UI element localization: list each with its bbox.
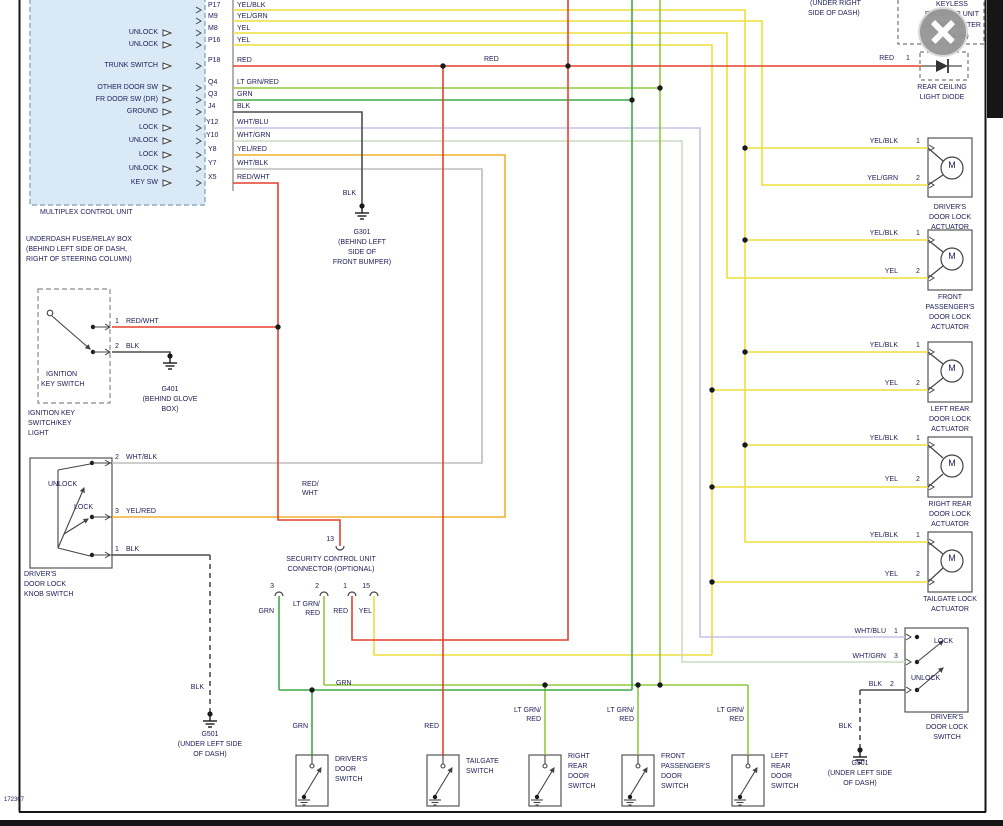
drivers-door-lock-switch-box [904,627,969,713]
door-lock-knob-switch-box [29,457,113,569]
wires [112,0,928,755]
actuator-motor-symbols [927,147,964,583]
motor-icon [940,156,964,180]
drivers-door-lock-actuator-box [927,137,973,198]
wire-yel-red [112,154,506,518]
frame-bottom-strip [0,820,1003,826]
wire-yel-grn [233,20,928,186]
wire-wht-grn [233,140,905,663]
ignition-key-switch-box [37,288,111,404]
motor-icon [940,549,964,573]
close-cursor-icon [918,7,968,57]
ground-g401-icon [162,352,178,370]
motor-icon [940,247,964,271]
tailgate-lock-actuator-box [927,531,973,593]
left-rear-door-lock-actuator-box [927,341,973,403]
lock-switch-symbol [914,634,944,693]
motor-icon [940,359,964,383]
pin-chevrons-lockswitch [905,633,912,694]
wire-red-wht [233,182,341,546]
mcu-pin-chevrons [195,6,202,187]
right-rear-door-lock-actuator-box [927,436,973,498]
wire-yel-security [373,596,712,656]
wire-red-security [351,0,569,641]
wire-wht-blk [112,168,483,464]
security-connector-pins [274,545,379,597]
ground-g301-icon [354,202,370,220]
wire-yel-p16 [233,44,713,655]
ground-g501-left-icon [202,710,218,728]
wire-yel-m8 [233,32,928,279]
multiplex-control-unit-box [29,0,206,206]
front-passengers-door-lock-actuator-box [927,229,973,291]
wire-wht-blu [233,127,905,638]
pin-chevrons-actuators [928,144,935,586]
junction-dots [275,63,748,693]
motor-icon [940,454,964,478]
frame-corner-patch [987,0,1003,118]
wire-blk-g301 [233,111,363,206]
ground-g501-right-icon [852,746,868,764]
diode-icon [922,59,962,73]
mcu-input-arrows [162,29,173,187]
wire-yel-blk-lock [233,9,928,543]
symbols [46,6,964,806]
knob-switch-symbol [57,460,112,558]
ignition-switch-symbol [46,309,110,355]
component-boxes [29,0,985,807]
wire-blk-g401 [112,351,171,356]
